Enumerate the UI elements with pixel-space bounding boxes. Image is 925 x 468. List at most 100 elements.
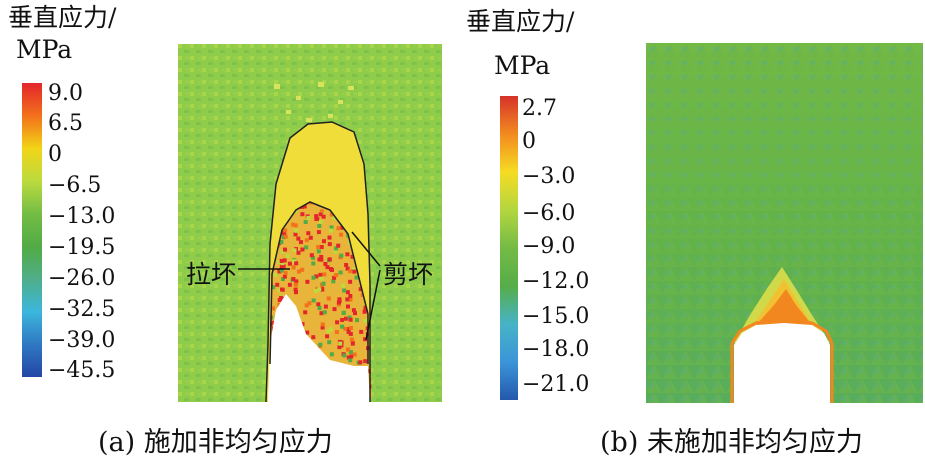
failure-speckle [314,288,318,293]
failure-speckle [319,209,324,214]
colorbar-a-title-line2: MPa [16,35,73,64]
failure-speckle [342,288,347,293]
failure-speckle [287,261,292,266]
failure-speckle [306,215,311,220]
failure-speckle [332,216,337,221]
colorbar-a-tick: −19.5 [48,235,116,260]
colorbar-b-tick: −9.0 [522,234,576,259]
failure-speckle [306,231,311,236]
colorbar-a-gradient [22,83,42,377]
failure-speckle [292,248,297,253]
failure-speckle [358,360,363,365]
failure-speckle [291,277,296,281]
colorbar-b-tick: −12.0 [522,269,590,294]
failure-speckle [338,270,343,275]
failure-speckle [275,282,280,287]
failure-speckle [297,269,301,274]
failure-speckle [277,298,282,302]
failure-speckle [303,310,308,315]
failure-speckle [369,377,372,382]
failure-speckle [277,260,282,265]
failure-speckle [336,226,341,231]
failure-speckle [314,274,319,279]
failure-speckle [294,261,299,266]
failure-speckle [327,242,332,247]
failure-speckle [334,330,339,334]
failure-speckle [332,307,337,312]
failure-speckle [323,304,328,309]
failure-speckle [287,282,292,287]
failure-speckle [316,245,321,249]
failure-speckle [342,353,347,358]
colorbar-a-tick: 9.0 [48,81,83,106]
failure-speckle [347,315,352,320]
failure-speckle [281,264,286,269]
failure-speckle [349,354,354,359]
failure-speckle [294,290,298,295]
failure-speckle [348,294,353,298]
speckles-yellow [274,82,354,122]
caption-a: (a) 施加非均匀应力 [98,427,333,458]
failure-speckle [320,322,325,327]
failure-speckle [355,318,359,323]
failure-speckle [341,283,346,288]
failure-speckle [293,287,298,292]
failure-speckle [311,255,316,260]
failure-speckle [319,311,324,316]
failure-speckle [308,202,313,205]
colorbar-b-tick: 0 [522,129,536,154]
failure-speckle [326,329,331,334]
failure-speckle [348,279,353,284]
failure-speckle [270,320,275,325]
failure-speckle [305,279,310,284]
failure-speckle [344,316,348,321]
label-tensile-failure: 拉坏 [186,260,237,289]
failure-speckle [277,288,282,293]
failure-speckle [338,341,343,346]
failure-speckle [329,352,334,357]
failure-speckle [299,240,303,245]
failure-speckle [300,267,305,272]
failure-speckle [352,269,357,274]
failure-speckle [309,253,314,258]
failure-speckle [327,235,332,240]
failure-speckle [339,232,344,237]
failure-speckle [317,287,322,292]
failure-speckle [346,304,350,309]
failure-speckle [308,235,313,240]
failure-speckle [320,325,325,330]
failure-speckle [351,308,356,313]
failure-speckle [307,301,312,306]
failure-speckle [271,285,276,290]
roadway-opening [268,294,370,402]
failure-speckle [283,247,287,252]
failure-speckle [279,240,284,245]
failure-speckle [292,259,296,264]
failure-speckle [293,232,298,237]
failure-speckle [317,306,322,311]
failure-speckle [327,340,332,345]
failure-speckle [305,330,310,335]
failure-speckle [280,296,285,301]
colorbar-b-gradient [500,96,518,400]
failure-speckle [340,324,345,329]
failure-speckle [282,258,287,263]
failure-speckle [322,239,326,244]
failure-speckle [318,342,323,347]
failure-speckle [346,327,351,332]
failure-speckle [319,245,324,249]
failure-speckle [344,263,349,267]
failure-speckle [340,318,345,322]
failure-speckle [317,224,322,228]
failure-speckle [346,329,351,334]
failure-speckle [328,267,333,271]
colorbar-a-title-line1: 垂直应力/ [8,3,117,32]
failure-speckle [296,250,301,255]
failure-speckle [327,257,332,262]
failure-speckle [345,297,350,302]
colorbar-b-title-line2: MPa [494,51,551,80]
failure-speckle [346,347,350,352]
failure-speckle [311,298,316,303]
failure-speckle [311,335,316,340]
